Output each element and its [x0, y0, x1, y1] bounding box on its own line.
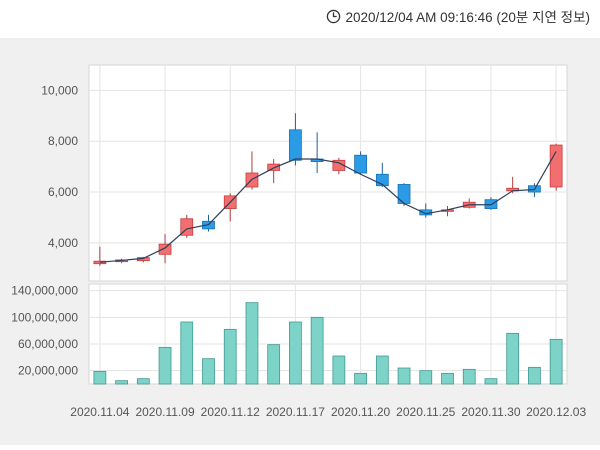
price-line [99, 151, 557, 263]
x-tick-label: 2020.12.03 [526, 405, 586, 419]
volume-bar [180, 321, 194, 385]
volume-tick-label: 100,000,000 [11, 310, 78, 324]
volume-bar [484, 378, 498, 385]
volume-bar [375, 355, 389, 385]
volume-tick-label: 20,000,000 [18, 364, 78, 378]
volume-bar [158, 346, 172, 385]
volume-bar [245, 302, 259, 385]
volume-tick-label: 140,000,000 [11, 284, 78, 298]
candle-body [375, 173, 389, 187]
volume-bar [462, 368, 476, 385]
volume-bar [310, 316, 324, 385]
candle-body [549, 144, 563, 188]
candle-body [397, 184, 411, 204]
volume-bar [223, 328, 237, 385]
volume-tick-label: 60,000,000 [18, 337, 78, 351]
price-tick-label: 8,000 [48, 134, 78, 148]
stock-chart: 4,000 6,000 8,000 10,000 20,000,000 60,000,00… [11, 64, 586, 419]
volume-bar [136, 378, 150, 385]
candle-body [289, 129, 302, 161]
timestamp-row: 2020/12/04 AM 09:16:46 (20분 지연 정보) [326, 6, 590, 26]
x-tick-label: 2020.11.09 [135, 405, 194, 419]
volume-bar [354, 372, 367, 385]
volume-bar [202, 358, 215, 385]
clock-icon [326, 9, 340, 23]
volume-bar [549, 338, 563, 385]
header-bar: 2020/12/04 AM 09:16:46 (20분 지연 정보) [0, 0, 600, 38]
volume-bar [332, 355, 346, 385]
x-tick-label: 2020.11.20 [331, 405, 390, 419]
candle-body [180, 218, 194, 236]
volume-bar [397, 367, 411, 385]
volume-bar [441, 372, 454, 385]
price-tick-label: 6,000 [48, 185, 78, 199]
price-tick-label: 4,000 [48, 236, 78, 250]
x-tick-label: 2020.11.17 [266, 405, 325, 419]
candle-body [354, 154, 367, 174]
price-tick-label: 10,000 [41, 83, 78, 97]
volume-bar [115, 380, 128, 385]
volume-bar [93, 370, 107, 385]
x-tick-label: 2020.11.25 [396, 405, 455, 419]
x-tick-label: 2020.11.12 [201, 405, 260, 419]
x-tick-label: 2020.11.04 [70, 405, 129, 419]
chart-area: 4,000 6,000 8,000 10,000 20,000,000 60,000,00… [0, 38, 600, 445]
volume-bar [506, 332, 520, 385]
candle-body [93, 260, 107, 265]
volume-bar [419, 370, 433, 385]
volume-bar [289, 321, 302, 385]
volume-bar [267, 344, 281, 385]
x-tick-label: 2020.11.30 [461, 405, 520, 419]
candle-body [158, 243, 172, 255]
volume-bar [528, 366, 541, 385]
timestamp-text: 2020/12/04 AM 09:16:46 (20분 지연 정보) [345, 10, 590, 25]
